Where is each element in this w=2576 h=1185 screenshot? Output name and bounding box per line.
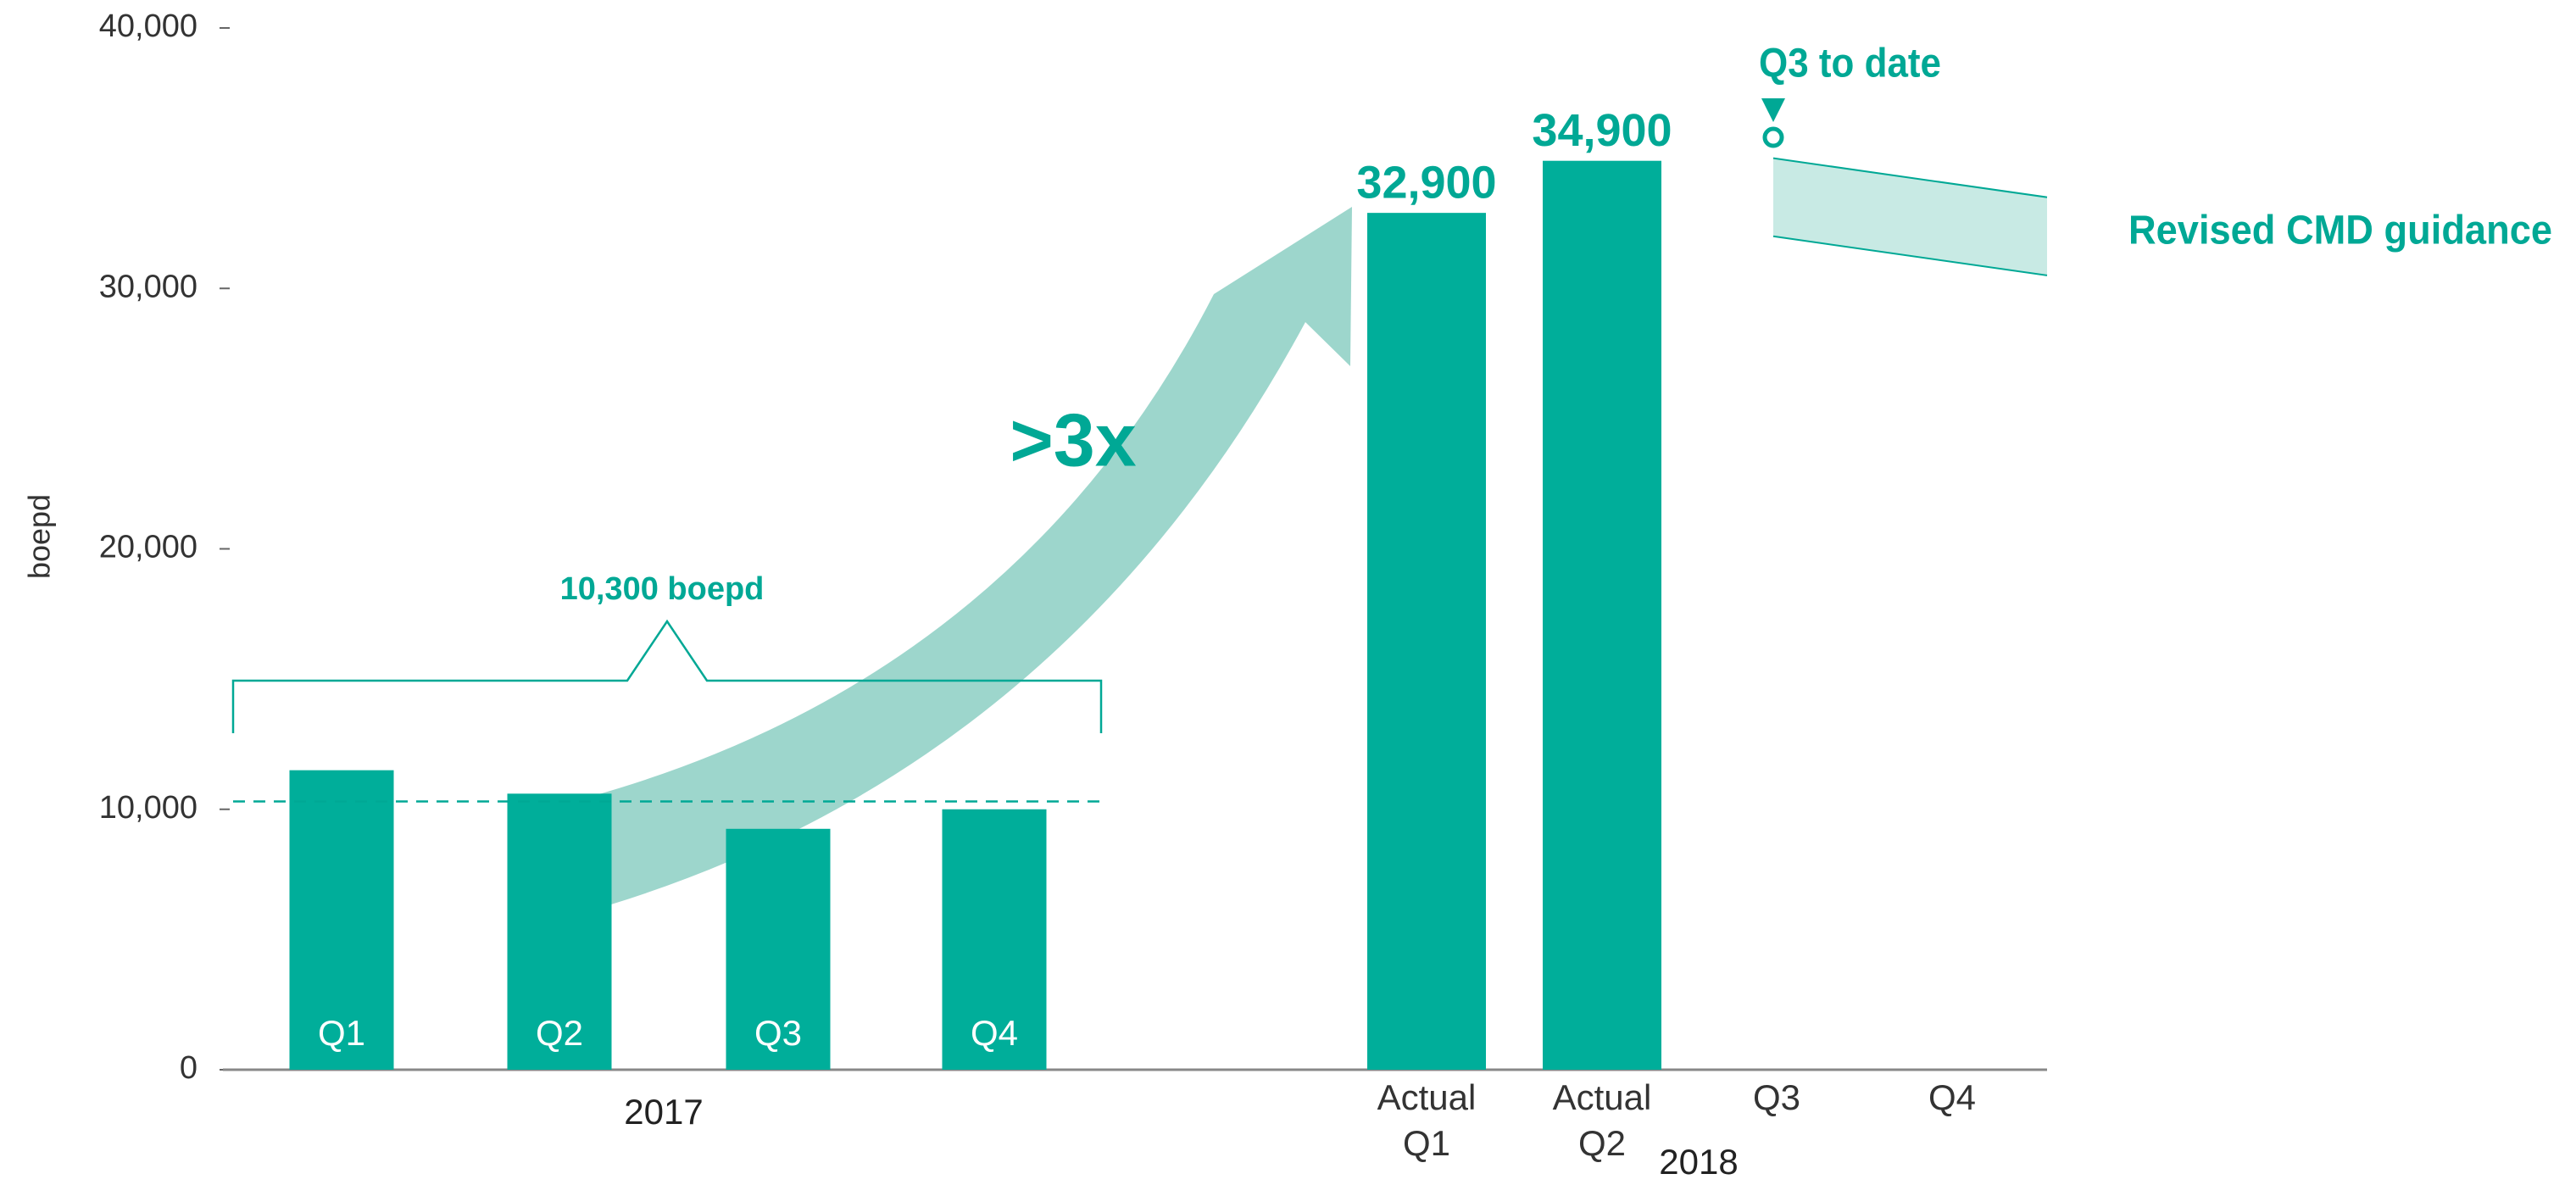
x-tick-label: Q4 (1928, 1077, 1977, 1117)
value-label: 32,900 (1356, 157, 1496, 208)
y-tick-label: 10,000 (99, 790, 198, 826)
growth-arrow (587, 207, 1352, 904)
bar (507, 793, 612, 1070)
q3-to-date-label: Q3 to date (1759, 42, 1941, 86)
guidance-band (1773, 158, 2047, 275)
bracket (231, 619, 1103, 733)
q3-to-date-marker (1762, 126, 1784, 148)
group-label: 2017 (624, 1092, 703, 1132)
x-tick-label: Q1 (318, 1013, 365, 1053)
guidance-upper (1772, 157, 2048, 198)
group-label: 2018 (1659, 1142, 1738, 1182)
growth-label: >3x (1010, 398, 1136, 481)
y-tick-label: 20,000 (99, 530, 198, 565)
y-axis-label: boepd (22, 494, 57, 579)
guidance-label: Revised CMD guidance (2128, 209, 2552, 253)
y-tick-label: 40,000 (99, 8, 198, 44)
x-tick-label: Q3 (754, 1013, 802, 1053)
x-tick-label: Q3 (1752, 1077, 1801, 1117)
y-tick-label: 0 (180, 1050, 198, 1086)
guidance-lower (1772, 235, 2048, 276)
q3-to-date-pointer (1761, 98, 1785, 123)
x-tick-label: Q4 (971, 1013, 1018, 1053)
bar (942, 809, 1047, 1070)
value-label: 34,900 (1532, 105, 1672, 156)
x-tick-label: Q2 (536, 1013, 583, 1053)
x-tick-label: Actual Q2 (1552, 1077, 1652, 1163)
bar (726, 828, 831, 1070)
reference-label: 10,300 boepd (560, 571, 765, 607)
bar (289, 770, 394, 1070)
y-tick-label: 30,000 (99, 269, 198, 304)
bar (1543, 160, 1661, 1070)
bar (1367, 213, 1486, 1070)
x-tick-label: Actual Q1 (1377, 1077, 1477, 1163)
